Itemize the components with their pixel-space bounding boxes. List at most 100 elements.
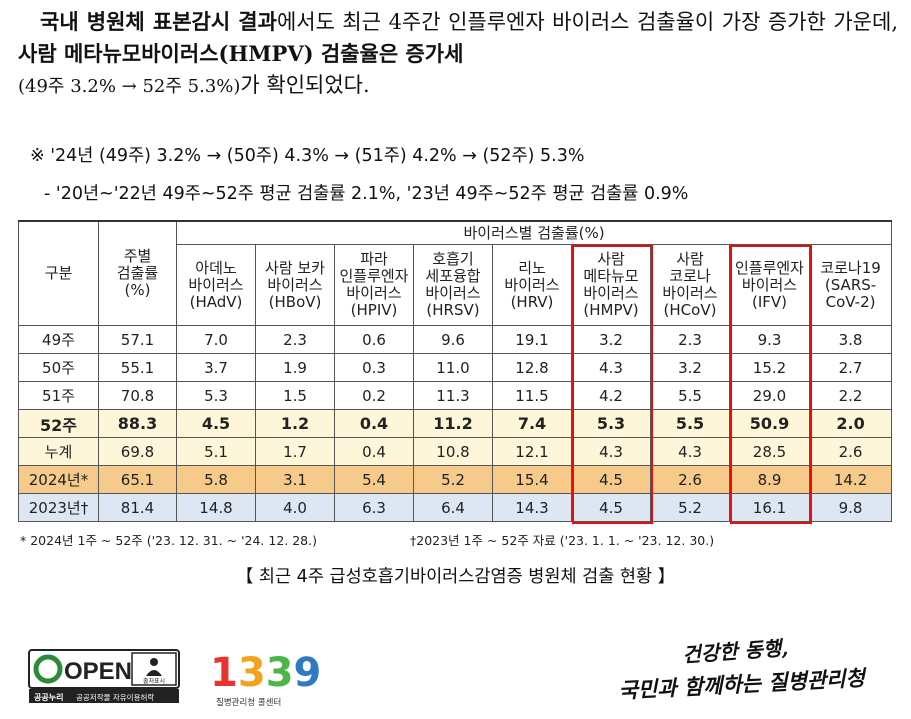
cell-virus-rate: 5.1 — [176, 437, 256, 466]
cell-virus-rate: 4.5 — [571, 493, 651, 522]
cell-virus-rate: 1.7 — [255, 437, 335, 466]
cell-virus-rate: 4.5 — [176, 409, 256, 438]
hotline-sub: 질병관리청 콜센터 — [216, 697, 281, 708]
row-label: 52주 — [18, 409, 99, 438]
cell-virus-rate: 14.8 — [176, 493, 256, 522]
row-label: 누계 — [18, 437, 99, 466]
cell-virus-rate: 6.3 — [334, 493, 414, 522]
header-virus-line: 바이러스 — [583, 284, 639, 302]
cell-virus-rate: 9.3 — [729, 325, 810, 354]
cell-weekly-rate: 69.8 — [98, 437, 177, 466]
table-row: 50주 55.1 3.7 1.9 0.3 11.0 12.8 4.3 3.2 15.2 2.7 — [18, 353, 893, 382]
cell-virus-rate: 3.7 — [176, 353, 256, 382]
cell-virus-rate: 12.1 — [492, 437, 572, 466]
cell-virus-rate: 5.3 — [571, 409, 651, 438]
cell-virus-rate: 15.2 — [729, 353, 810, 382]
cell-virus-rate: 4.0 — [255, 493, 335, 522]
cell-virus-rate: 5.5 — [650, 381, 730, 410]
para-bold-2: 사람 메타뉴모바이러스(HMPV) 검출율은 증가세 — [18, 41, 464, 66]
header-virus-line: 코로나19 — [820, 258, 881, 277]
cell-virus-rate: 1.2 — [255, 409, 335, 438]
cell-virus-rate: 28.5 — [729, 437, 810, 466]
cell-virus-rate: 3.2 — [650, 353, 730, 382]
header-virus-line: (SARS- — [824, 275, 877, 294]
note-average: - '20년~'22년 49주~52주 평균 검출률 2.1%, '23년 49… — [44, 184, 689, 204]
cell-virus-rate: 4.3 — [571, 353, 651, 382]
cell-virus-rate: 5.4 — [334, 465, 414, 494]
cell-virus-rate: 4.3 — [650, 437, 730, 466]
header-virus-line: (HBoV) — [268, 292, 322, 311]
header-virus-line: (HRSV) — [426, 301, 480, 319]
cell-virus-rate: 7.4 — [492, 409, 572, 438]
table-row: 2023년† 81.4 14.8 4.0 6.3 6.4 14.3 4.5 5.2 16.1 9.8 — [18, 493, 893, 522]
header-weekly-line: 주별 — [123, 247, 152, 265]
para-trend: (49주 3.2% → 52주 5.3%) — [18, 76, 241, 97]
cell-virus-rate: 12.8 — [492, 353, 572, 382]
cell-virus-rate: 1.9 — [255, 353, 335, 382]
header-virus-line: 바이러스 — [346, 284, 402, 302]
cell-virus-rate: 3.8 — [808, 325, 893, 354]
cell-virus-rate: 0.2 — [334, 381, 414, 410]
header-virus-line: 바이러스 — [188, 275, 244, 294]
cell-weekly-rate: 65.1 — [98, 465, 177, 494]
table-row: 51주 70.8 5.3 1.5 0.2 11.3 11.5 4.2 5.5 29.0 2.2 — [18, 381, 893, 410]
row-label: 49주 — [18, 325, 99, 354]
table-caption: 【 최근 4주 급성호흡기바이러스감염증 병원체 검출 현황 】 — [235, 567, 676, 587]
cell-virus-rate: 16.1 — [729, 493, 810, 522]
cell-virus-rate: 2.6 — [808, 437, 893, 466]
cell-virus-rate: 8.9 — [729, 465, 810, 494]
para-text-1: 에서도 최근 4주간 인플루엔자 바이러스 검출율이 가장 증가한 가운데, — [276, 10, 898, 34]
cell-virus-rate: 5.5 — [650, 409, 730, 438]
cell-virus-rate: 7.0 — [176, 325, 256, 354]
header-virus-line: (HMPV) — [583, 301, 639, 319]
cell-virus-rate: 2.7 — [808, 353, 893, 382]
header-weekly-rate: 주별 검출률 (%) — [98, 220, 177, 326]
header-virus: 코로나19 (SARS- CoV-2) — [808, 244, 893, 326]
header-virus-line: 바이러스 — [741, 275, 798, 294]
header-virus-line: 호흡기 — [432, 250, 474, 268]
header-virus: 사람 보카 바이러스 (HBoV) — [255, 244, 335, 326]
cell-virus-rate: 50.9 — [729, 409, 810, 438]
cell-virus-rate: 2.6 — [650, 465, 730, 494]
cell-virus-rate: 4.5 — [571, 465, 651, 494]
cell-weekly-rate: 70.8 — [98, 381, 177, 410]
header-virus-line: 인플루엔자 — [339, 267, 409, 285]
header-virus: 파라 인플루엔자 바이러스 (HPIV) — [334, 244, 414, 326]
cell-virus-rate: 4.3 — [571, 437, 651, 466]
header-virus-line: 바이러스 — [425, 284, 481, 302]
header-virus-group: 바이러스별 검출률(%) — [175, 220, 893, 245]
cell-virus-rate: 11.0 — [413, 353, 493, 382]
header-category: 구분 — [18, 220, 99, 326]
cell-virus-rate: 0.6 — [334, 325, 414, 354]
cell-virus-rate: 11.5 — [492, 381, 572, 410]
header-virus-line: 바이러스 — [662, 284, 718, 302]
cell-virus-rate: 5.2 — [413, 465, 493, 494]
cell-virus-rate: 10.8 — [413, 437, 493, 466]
header-virus-line: (HPIV) — [350, 301, 398, 319]
cell-weekly-rate: 88.3 — [98, 409, 177, 438]
row-label: 50주 — [18, 353, 99, 382]
header-virus-line: 세포융합 — [425, 267, 481, 285]
header-virus: 호흡기 세포융합 바이러스 (HRSV) — [413, 244, 493, 326]
cell-virus-rate: 9.6 — [413, 325, 493, 354]
cell-virus-rate: 0.4 — [334, 409, 414, 438]
body-paragraph: 국내 병원체 표본감시 결과에서도 최근 4주간 인플루엔자 바이러스 검출율이… — [18, 6, 898, 102]
open-sub2: 공공저작물 자유이용허락 — [76, 692, 154, 702]
kogl-open-license-logo: OPEN 출처표시 공공누리 공공저작물 자유이용허락 — [28, 649, 180, 703]
header-weekly-line: (%) — [124, 281, 151, 299]
header-virus-line: 코로나 — [669, 267, 711, 285]
table-row: 52주 88.3 4.5 1.2 0.4 11.2 7.4 5.3 5.5 50.9 2.0 — [18, 409, 893, 438]
row-label: 2023년† — [18, 493, 99, 522]
cell-virus-rate: 5.8 — [176, 465, 256, 494]
cell-weekly-rate: 57.1 — [98, 325, 177, 354]
cell-virus-rate: 1.5 — [255, 381, 335, 410]
row-label: 2024년* — [18, 465, 99, 494]
header-virus-line: (HRV) — [510, 292, 554, 311]
detection-table: 구분 주별 검출률 (%) 바이러스별 검출률(%) 아데노 바이러스 (HAdV) 사람… — [18, 220, 893, 522]
cell-virus-rate: 4.2 — [571, 381, 651, 410]
cell-virus-rate: 2.0 — [808, 409, 893, 438]
header-virus: 사람 코로나 바이러스 (HCoV) — [650, 244, 730, 326]
row-label: 51주 — [18, 381, 99, 410]
cell-virus-rate: 19.1 — [492, 325, 572, 354]
header-weekly-line: 검출률 — [116, 264, 159, 282]
